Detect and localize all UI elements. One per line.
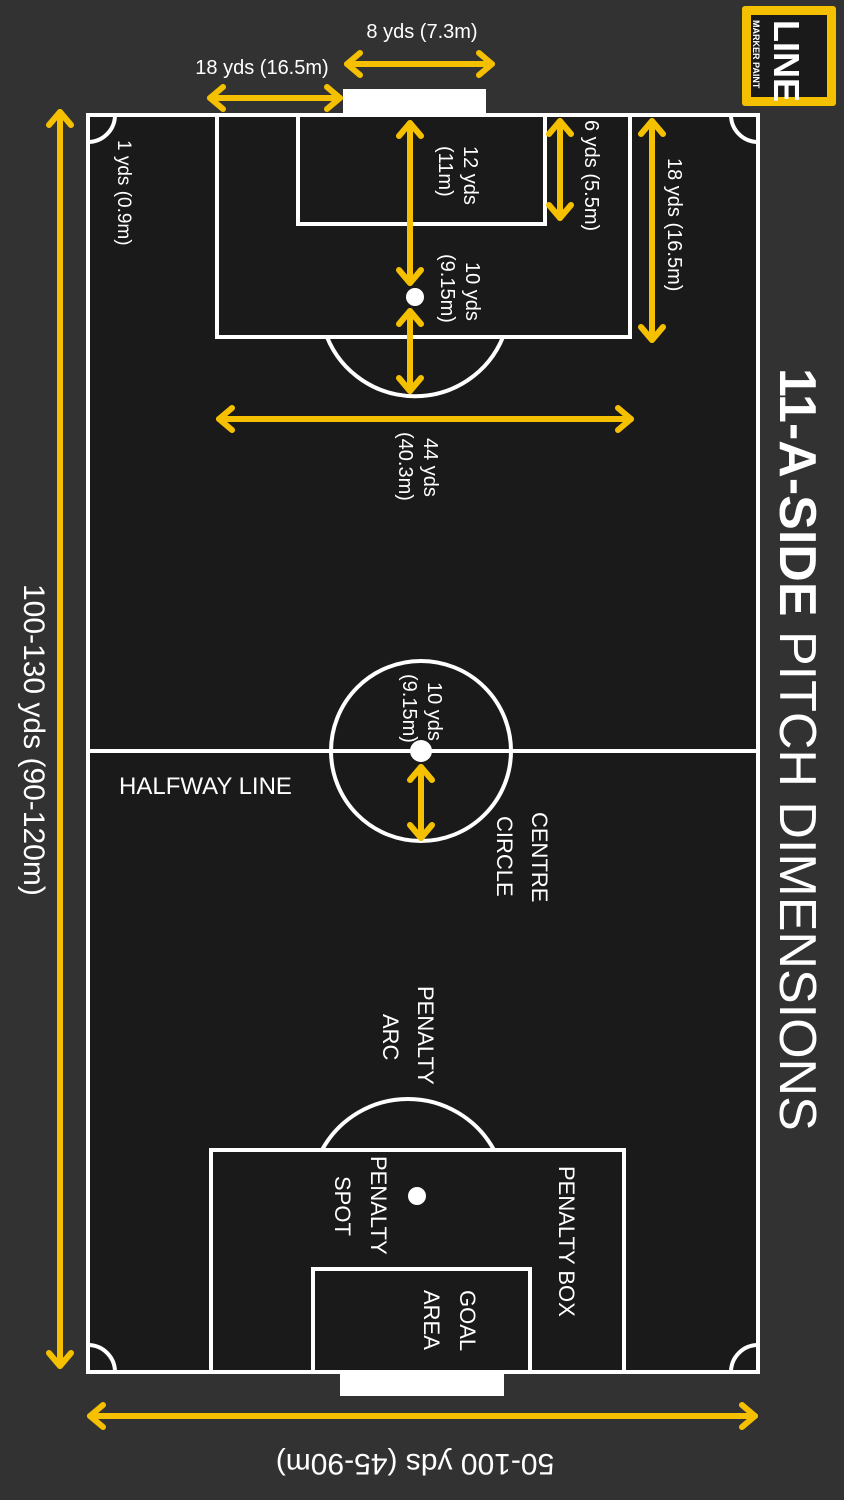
corner-radius-label: 1 yds (0.9m) — [113, 140, 134, 246]
spot-distance-label-a: 12 yds — [459, 146, 481, 205]
top-penalty-arc — [325, 336, 505, 399]
bottom-penalty-spot — [408, 1187, 426, 1205]
penalty-arc-label-a: PENALTY — [413, 986, 438, 1085]
total-length-label: 100-130 yds (90-120m) — [17, 584, 50, 896]
arc-radius-label-b: (9.15m) — [436, 254, 458, 323]
length-arrow — [49, 109, 71, 1369]
box-offset-label: 18 yds (16.5m) — [195, 57, 328, 79]
logo: LINE MARKER PAINT — [742, 6, 836, 106]
penalty-box-label: PENALTY BOX — [554, 1166, 579, 1317]
circle-radius-label-a: 10 yds — [423, 682, 445, 741]
box-depth-arrow — [641, 118, 663, 343]
top-goal-area — [296, 113, 547, 226]
bottom-penalty-arc — [320, 1096, 496, 1151]
halfway-line-label: HALFWAY LINE — [119, 773, 292, 800]
goal-area-depth-arrow — [549, 118, 571, 221]
goal-width-label: 8 yds (7.3m) — [366, 21, 477, 43]
title-rest: PITCH DIMENSIONS — [768, 617, 826, 1131]
arc-radius-label-a: 10 yds — [461, 262, 483, 321]
box-width-arrow — [216, 408, 634, 430]
box-width-label-b: (40.3m) — [394, 432, 416, 501]
corner-arc-top-right — [729, 114, 759, 144]
spot-distance-label-b: (11m) — [434, 146, 456, 197]
corner-arc-top-left — [87, 114, 117, 144]
page-title: 11-A-SIDE PITCH DIMENSIONS — [768, 368, 826, 1131]
bottom-goal-area — [311, 1267, 532, 1374]
total-width-label: 50-100 yds (45-90m) — [276, 1447, 554, 1480]
penalty-spot-label-b: SPOT — [330, 1176, 355, 1236]
centre-spot — [410, 740, 432, 762]
top-penalty-spot — [406, 288, 424, 306]
bottom-goal — [340, 1372, 504, 1396]
width-arrow — [87, 1405, 758, 1427]
goal-area-depth-label: 6 yds (5.5m) — [580, 120, 602, 231]
box-offset-arrow — [207, 87, 343, 109]
centre-circle-label-a: CENTRE — [527, 812, 552, 902]
corner-arc-bottom-right — [729, 1343, 759, 1373]
centre-circle-label-b: CIRCLE — [492, 816, 517, 897]
goal-width-arrow — [344, 53, 495, 75]
penalty-spot-label-a: PENALTY — [366, 1156, 391, 1255]
corner-arc-bottom-left — [87, 1343, 117, 1373]
penalty-spot-arrow — [399, 120, 421, 286]
logo-sub: MARKER PAINT — [751, 20, 761, 89]
box-depth-label: 18 yds (16.5m) — [663, 158, 685, 291]
logo-main: LINE — [766, 20, 807, 102]
arc-radius-arrow — [399, 308, 421, 394]
goal-area-label-b: AREA — [419, 1290, 444, 1350]
penalty-arc-label-b: ARC — [378, 1014, 403, 1061]
goal-area-label-a: GOAL — [455, 1290, 480, 1351]
top-goal — [343, 89, 486, 115]
circle-radius-arrow — [410, 764, 432, 841]
circle-radius-label-b: (9.15m) — [398, 674, 420, 743]
title-bold: 11-A-SIDE — [768, 368, 826, 617]
box-width-label-a: 44 yds — [419, 438, 441, 497]
